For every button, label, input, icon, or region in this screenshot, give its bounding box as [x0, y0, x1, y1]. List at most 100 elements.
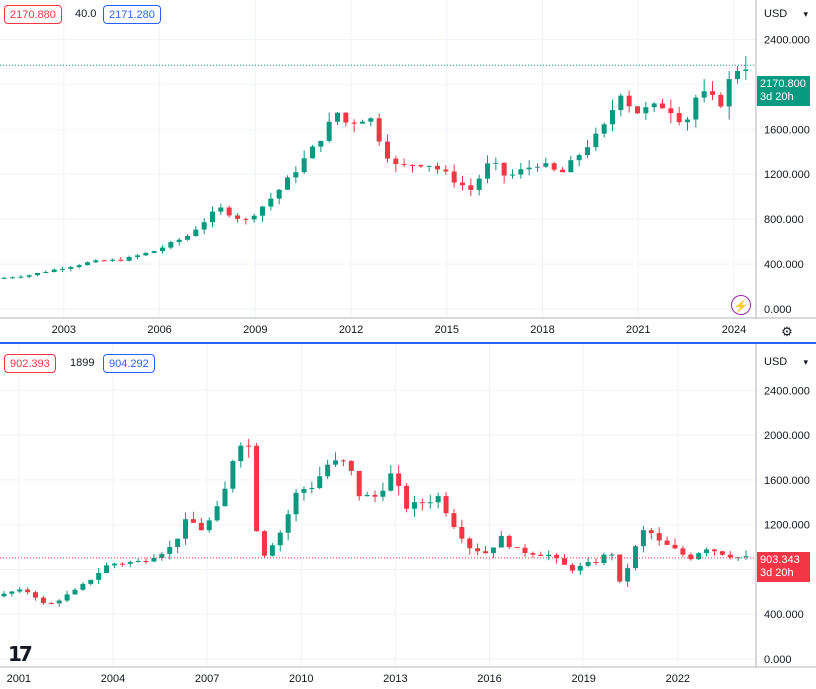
candle-body — [48, 603, 54, 605]
candle-body — [151, 557, 157, 562]
candle-body — [214, 506, 220, 521]
y-tick-label: 400.000 — [764, 259, 804, 271]
candle-body — [676, 113, 682, 123]
candle-body — [672, 544, 678, 549]
top-currency-select[interactable]: USD ▾ — [758, 4, 812, 24]
candle-body — [301, 158, 307, 173]
candle-body — [372, 494, 378, 497]
candle-body — [167, 547, 173, 554]
candle-body — [459, 526, 465, 539]
candle-body — [743, 69, 749, 71]
x-tick-label: 2018 — [530, 324, 554, 336]
candle-body — [198, 522, 204, 531]
candle-body — [80, 583, 86, 590]
x-tick-label: 2001 — [7, 673, 31, 685]
candle-body — [96, 573, 102, 580]
x-tick-label: 2015 — [435, 324, 459, 336]
tradingview-logo[interactable]: 17 — [8, 642, 33, 666]
bottom-ask-price[interactable]: 904.292 — [103, 354, 155, 373]
candle-body — [727, 554, 733, 558]
candle-body — [685, 119, 690, 123]
candle-body — [151, 251, 157, 253]
candle-body — [396, 473, 402, 486]
candle-body — [393, 158, 399, 165]
candle-body — [60, 268, 65, 270]
bottom-spread: 1899 — [70, 357, 95, 369]
platinum-chart-svg[interactable]: 2001 2004 2007 2010 2013 2016 2019 2022 0.000 400… — [0, 344, 816, 689]
candle-body — [309, 488, 315, 490]
candle-body — [475, 548, 481, 552]
candle-body — [418, 165, 424, 167]
candle-body — [10, 277, 15, 279]
candle-body — [410, 164, 415, 166]
candle-body — [35, 272, 40, 276]
candle-body — [269, 545, 275, 556]
panel-divider[interactable] — [0, 342, 816, 344]
candle-body — [451, 513, 457, 527]
bolt-icon[interactable]: ⚡ — [731, 295, 751, 315]
candle-body — [126, 257, 132, 261]
x-tick-label: 2007 — [195, 673, 219, 685]
bottom-last-price-tag: 903.343 3d 20h — [757, 552, 810, 582]
candle-body — [711, 549, 717, 552]
candle-body — [364, 494, 370, 497]
y-tick-label: 2400.000 — [764, 385, 810, 397]
candle-body — [493, 162, 499, 164]
candle-body — [696, 553, 702, 560]
candle-body — [226, 207, 232, 216]
candle-body — [285, 514, 291, 533]
candle-body — [101, 260, 107, 262]
bottom-countdown: 3d 20h — [760, 567, 794, 579]
candle-body — [404, 485, 410, 509]
candle-body — [551, 163, 557, 170]
candle-body — [585, 562, 591, 566]
candle-body — [348, 460, 354, 471]
candle-body — [660, 103, 665, 109]
gear-icon[interactable]: ⚙ — [781, 324, 793, 339]
candle-body — [554, 554, 560, 559]
gold-chart-svg[interactable]: 2003 2006 2009 2012 2015 2018 2021 2024 0.000 400… — [0, 0, 816, 342]
candle-body — [9, 591, 15, 594]
y-tick-label: 0.000 — [764, 304, 792, 316]
candle-body — [460, 182, 465, 186]
top-ask-price[interactable]: 2171.280 — [103, 5, 161, 24]
candle-body — [76, 265, 82, 268]
candle-body — [285, 177, 290, 190]
candle-body — [688, 554, 694, 560]
x-tick-label: 2019 — [571, 673, 595, 685]
candle-body — [743, 556, 749, 558]
candle-body — [85, 262, 90, 266]
y-tick-label: 800.000 — [764, 214, 804, 226]
candle-body — [726, 79, 732, 107]
y-tick-label: 400.000 — [764, 609, 804, 621]
candle-body — [260, 206, 265, 216]
candle-body — [335, 112, 340, 122]
bottom-currency-select[interactable]: USD ▾ — [758, 352, 812, 372]
candle-body — [360, 121, 365, 124]
chevron-down-icon: ▾ — [803, 9, 808, 19]
candle-body — [325, 464, 331, 477]
gold-chart-panel[interactable]: 2003 2006 2009 2012 2015 2018 2021 2024 0.000 400… — [0, 0, 816, 343]
candle-body — [201, 222, 207, 230]
y-tick-label: 2000.000 — [764, 430, 810, 442]
candle-body — [64, 594, 70, 601]
bottom-bid-price[interactable]: 902.393 — [4, 354, 56, 373]
candle-body — [368, 118, 374, 122]
candle-body — [222, 488, 228, 507]
candle-body — [385, 141, 390, 159]
candle-body — [210, 211, 215, 223]
candle-body — [318, 140, 324, 147]
candle-body — [111, 563, 117, 566]
candle-body — [735, 70, 740, 80]
candle-body — [293, 172, 299, 178]
candle-body — [340, 460, 346, 462]
candle-body — [601, 554, 607, 563]
candle-body — [648, 530, 654, 534]
candle-body — [25, 589, 31, 593]
top-bid-price[interactable]: 2170.880 — [4, 5, 62, 24]
candle-body — [585, 147, 590, 156]
platinum-chart-panel[interactable]: 2001 2004 2007 2010 2013 2016 2019 2022 0.000 400… — [0, 344, 816, 689]
candle-body — [618, 95, 624, 111]
candle-body — [656, 533, 662, 541]
candle-body — [535, 166, 540, 168]
